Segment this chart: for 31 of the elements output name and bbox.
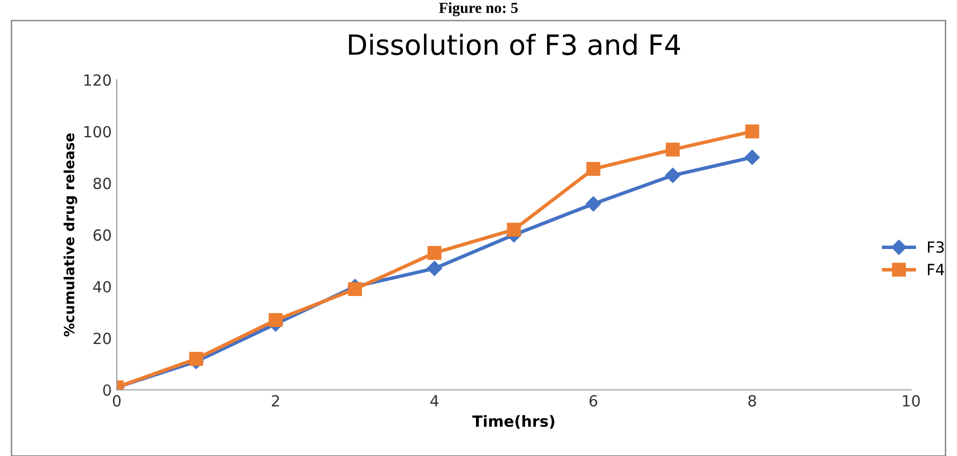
x-tick-label: 2 bbox=[272, 395, 279, 406]
y-tick-label: 120 bbox=[84, 74, 111, 86]
y-tick-label: 0 bbox=[103, 384, 111, 396]
point bbox=[665, 168, 680, 183]
y-axis-title: %cumulative drug release bbox=[64, 133, 78, 336]
chart-title: Dissolution of F3 and F4 bbox=[349, 34, 680, 56]
point bbox=[428, 246, 442, 260]
point bbox=[426, 260, 442, 276]
x-tick-label: 0 bbox=[112, 395, 121, 407]
x-tick-label: 4 bbox=[430, 395, 438, 406]
y-tick-label: 60 bbox=[94, 229, 111, 241]
x-tick-label: 6 bbox=[590, 395, 598, 407]
y-tick-label: 80 bbox=[93, 178, 111, 190]
y-tick-label: 20 bbox=[94, 332, 111, 344]
point bbox=[666, 142, 680, 157]
y-tick-label: 100 bbox=[84, 126, 111, 138]
point bbox=[586, 162, 600, 176]
y-tick-label: 40 bbox=[93, 280, 111, 293]
point bbox=[506, 222, 521, 237]
point bbox=[268, 313, 283, 328]
point bbox=[744, 150, 760, 165]
x-tick-label: 10 bbox=[903, 395, 920, 407]
point bbox=[586, 196, 601, 212]
point bbox=[348, 282, 362, 296]
text: Figure no: 5 bbox=[439, 2, 518, 16]
x-axis-title: Time(hrs) bbox=[472, 415, 554, 429]
x-tick-label: 8 bbox=[748, 395, 756, 407]
legend-label: F4 bbox=[928, 264, 944, 276]
legend-label: F3 bbox=[928, 241, 944, 253]
point bbox=[189, 352, 204, 366]
point bbox=[745, 124, 760, 138]
